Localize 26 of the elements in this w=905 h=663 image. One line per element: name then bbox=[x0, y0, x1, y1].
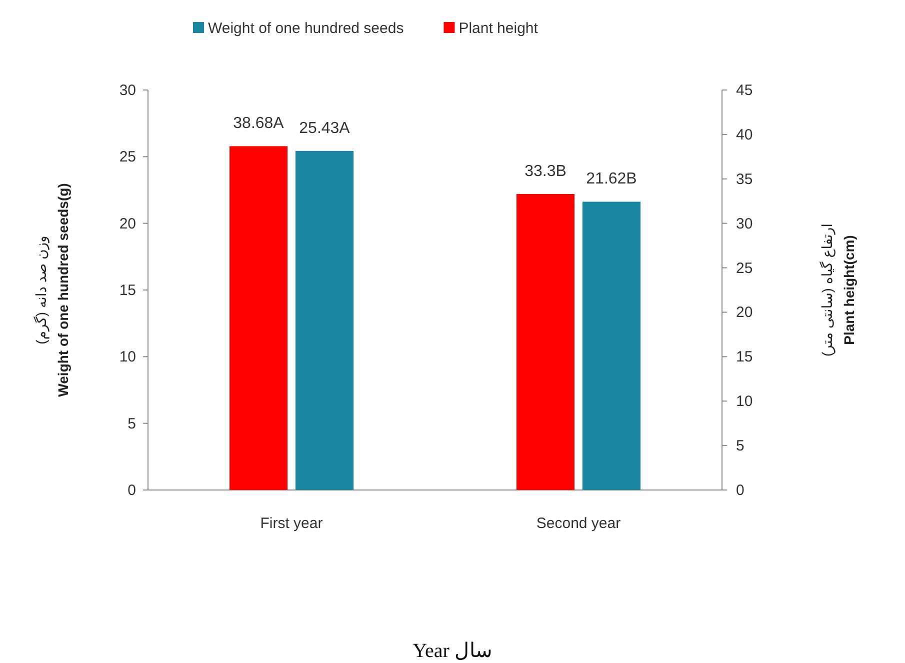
y2-tick-label: 15 bbox=[736, 348, 753, 366]
y-tick-label: 20 bbox=[119, 215, 136, 232]
y-tick-label: 30 bbox=[119, 82, 136, 99]
y-tick-label: 5 bbox=[128, 415, 136, 432]
y2-tick-label: 0 bbox=[736, 482, 744, 499]
data-label: 33.3B bbox=[524, 163, 566, 180]
y2-tick-label: 10 bbox=[736, 393, 753, 410]
y2-tick-label: 40 bbox=[736, 126, 753, 144]
y2-tick-label: 5 bbox=[736, 438, 744, 455]
y-tick-label: 25 bbox=[119, 148, 136, 166]
y2-tick-label: 20 bbox=[736, 304, 753, 322]
legend-label: Weight of one hundred seeds bbox=[208, 20, 404, 37]
legend-label: Plant height bbox=[458, 20, 539, 37]
x-tick-label: Second year bbox=[536, 515, 621, 532]
y-tick-label: 15 bbox=[119, 282, 136, 299]
data-label: 38.68A bbox=[233, 115, 284, 132]
y2-tick-label: 30 bbox=[736, 215, 753, 232]
data-label: 21.62B bbox=[586, 170, 637, 188]
y2-tick-label: 35 bbox=[736, 170, 753, 188]
y2-tick-label: 25 bbox=[736, 260, 753, 277]
text: Year سال bbox=[412, 640, 492, 662]
y-tick-label: 0 bbox=[128, 482, 136, 499]
y2-tick-label: 45 bbox=[736, 82, 753, 99]
data-label: 25.43A bbox=[299, 120, 350, 137]
x-tick-label: First year bbox=[260, 515, 323, 532]
y-tick-label: 10 bbox=[119, 348, 136, 366]
